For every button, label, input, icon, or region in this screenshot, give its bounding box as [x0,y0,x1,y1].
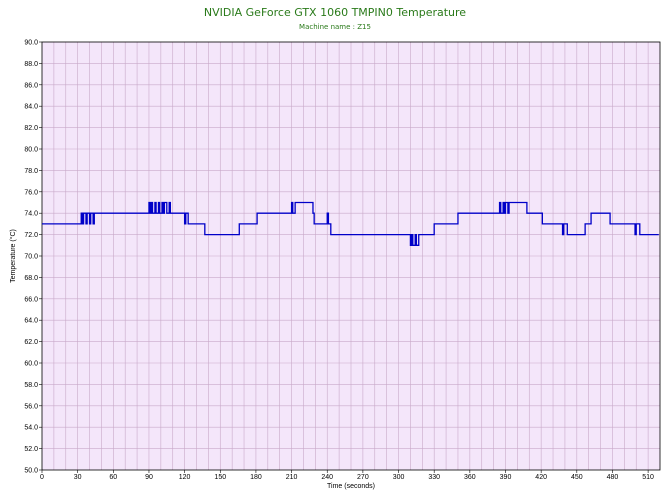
x-tick-label: 480 [607,474,619,481]
y-tick-label: 50.0 [24,468,38,475]
y-tick-label: 76.0 [24,189,38,196]
y-tick-label: 54.0 [24,425,38,432]
y-tick-label: 66.0 [24,296,38,303]
y-tick-label: 64.0 [24,318,38,325]
grid [42,42,660,470]
y-axis-ticks: 50.0 52.0 54.0 56.0 58.0 60.0 62.0 64.0 66.0 68.0… [24,40,42,475]
x-tick-label: 390 [500,474,512,481]
y-tick-label: 62.0 [24,339,38,346]
x-tick-label: 330 [428,474,440,481]
x-tick-label: 150 [214,474,226,481]
x-tick-label: 60 [109,474,117,481]
x-tick-label: 510 [642,474,654,481]
y-tick-label: 78.0 [24,168,38,175]
x-tick-label: 270 [357,474,369,481]
x-axis-ticks: 0 30 60 90 120 150 180 210 240 270 300 330 360 390 420… [40,470,654,481]
x-tick-label: 120 [179,474,191,481]
y-tick-label: 90.0 [24,40,38,47]
y-tick-label: 60.0 [24,361,38,368]
x-tick-label: 180 [250,474,262,481]
x-tick-label: 300 [393,474,405,481]
x-tick-label: 450 [571,474,583,481]
x-tick-label: 30 [74,474,82,481]
x-tick-label: 210 [286,474,298,481]
x-tick-label: 360 [464,474,476,481]
x-tick-label: 90 [145,474,153,481]
y-tick-label: 88.0 [24,61,38,68]
y-tick-label: 70.0 [24,254,38,261]
y-tick-label: 52.0 [24,446,38,453]
y-axis-label: Temperature (°C) [9,229,17,283]
y-tick-label: 82.0 [24,125,38,132]
x-tick-label: 0 [40,474,44,481]
chart-title: NVIDIA GeForce GTX 1060 TMPIN0 Temperatu… [204,6,466,19]
y-tick-label: 56.0 [24,403,38,410]
y-tick-label: 86.0 [24,82,38,89]
x-tick-label: 420 [535,474,547,481]
y-tick-label: 80.0 [24,147,38,154]
y-tick-label: 74.0 [24,211,38,218]
y-tick-label: 72.0 [24,232,38,239]
x-tick-label: 240 [321,474,333,481]
series-line-temperature [42,201,659,246]
y-tick-label: 68.0 [24,275,38,282]
y-tick-label: 58.0 [24,382,38,389]
chart-subtitle: Machine name : Z15 [299,23,371,31]
x-axis-label: Time (seconds) [327,483,375,490]
y-tick-label: 84.0 [24,104,38,111]
